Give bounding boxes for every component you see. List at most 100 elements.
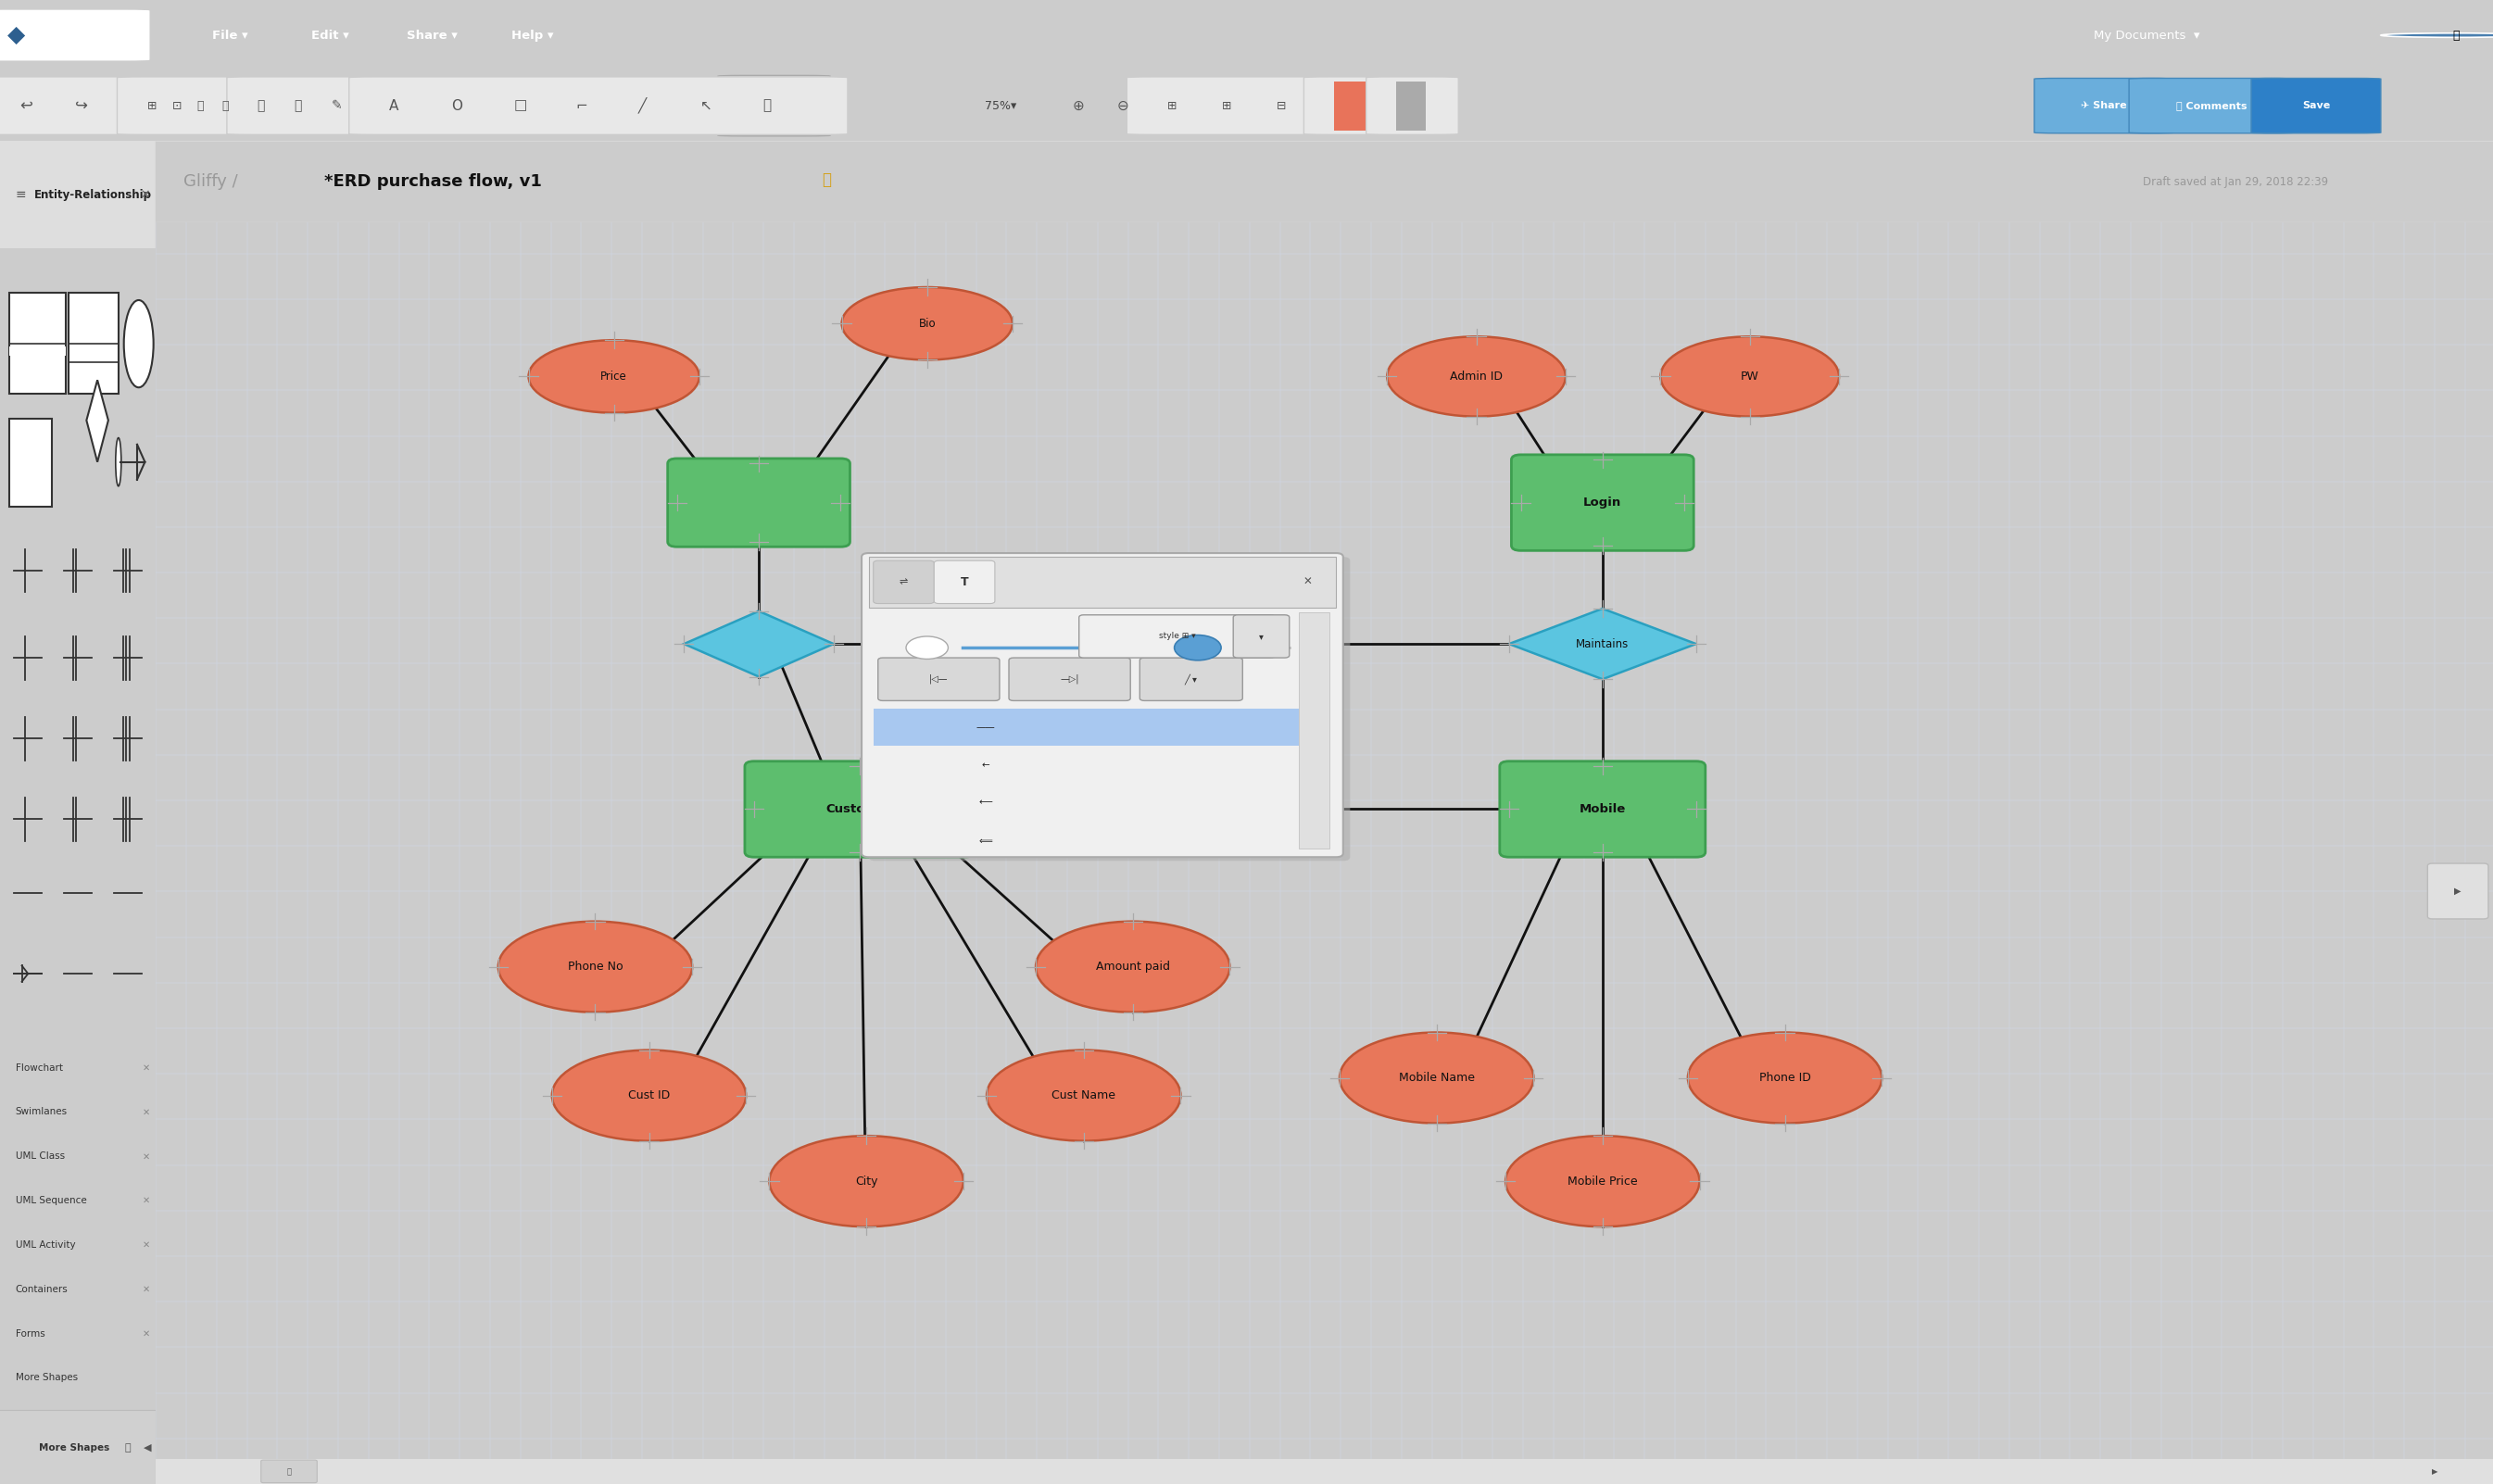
Text: More Shapes: More Shapes bbox=[15, 1373, 77, 1383]
Text: Entity-Relationship: Entity-Relationship bbox=[35, 188, 152, 200]
Text: ✎: ✎ bbox=[332, 99, 342, 113]
Text: Cust Name: Cust Name bbox=[1052, 1089, 1117, 1101]
Text: ╱: ╱ bbox=[638, 98, 646, 114]
Text: 75%▾: 75%▾ bbox=[985, 99, 1017, 111]
Bar bbox=[10, 292, 65, 393]
Text: Swimlanes: Swimlanes bbox=[15, 1107, 67, 1116]
FancyBboxPatch shape bbox=[227, 77, 394, 135]
Text: ⬛: ⬛ bbox=[125, 1442, 130, 1453]
Text: ⌐: ⌐ bbox=[576, 99, 588, 113]
FancyBboxPatch shape bbox=[873, 561, 935, 604]
Ellipse shape bbox=[987, 1051, 1182, 1141]
Circle shape bbox=[905, 637, 947, 659]
Polygon shape bbox=[87, 380, 107, 462]
Text: Mobile: Mobile bbox=[1578, 803, 1625, 815]
FancyBboxPatch shape bbox=[0, 77, 160, 135]
Text: ↪: ↪ bbox=[75, 98, 87, 114]
Text: UML Class: UML Class bbox=[15, 1152, 65, 1160]
Text: —▷|: —▷| bbox=[1060, 674, 1079, 684]
FancyBboxPatch shape bbox=[349, 77, 848, 135]
FancyBboxPatch shape bbox=[0, 10, 150, 61]
Text: ✕: ✕ bbox=[142, 1330, 150, 1339]
Text: ↖: ↖ bbox=[701, 99, 713, 113]
Text: ✕: ✕ bbox=[142, 1285, 150, 1294]
Text: ◆: ◆ bbox=[7, 24, 25, 46]
Text: Admin ID: Admin ID bbox=[1451, 371, 1503, 383]
Text: *ERD purchase flow, v1: *ERD purchase flow, v1 bbox=[324, 174, 541, 190]
Text: ↩: ↩ bbox=[20, 98, 32, 114]
Text: gliffy: gliffy bbox=[50, 27, 107, 45]
Ellipse shape bbox=[1688, 1033, 1882, 1123]
FancyBboxPatch shape bbox=[1304, 77, 1409, 135]
Text: Phone No: Phone No bbox=[568, 960, 623, 974]
Polygon shape bbox=[1112, 611, 1261, 677]
FancyBboxPatch shape bbox=[2251, 79, 2381, 134]
FancyBboxPatch shape bbox=[868, 556, 1351, 861]
Text: Phone ID: Phone ID bbox=[1760, 1071, 1810, 1083]
Bar bbox=[0, 141, 155, 248]
FancyBboxPatch shape bbox=[117, 77, 269, 135]
Text: 💬: 💬 bbox=[294, 99, 302, 113]
Ellipse shape bbox=[1035, 922, 1229, 1012]
FancyBboxPatch shape bbox=[878, 657, 1000, 700]
FancyBboxPatch shape bbox=[1366, 77, 1458, 135]
Text: ✕: ✕ bbox=[142, 1241, 150, 1250]
FancyBboxPatch shape bbox=[935, 561, 995, 604]
FancyBboxPatch shape bbox=[745, 761, 975, 858]
Text: Mobile Price: Mobile Price bbox=[1568, 1175, 1638, 1187]
FancyBboxPatch shape bbox=[668, 459, 850, 546]
Text: Share ▾: Share ▾ bbox=[406, 30, 456, 42]
Text: Cust ID: Cust ID bbox=[628, 1089, 671, 1101]
Text: My Documents  ▾: My Documents ▾ bbox=[2094, 30, 2201, 42]
Text: ✕: ✕ bbox=[142, 1063, 150, 1073]
Text: Gliffy /: Gliffy / bbox=[184, 174, 244, 190]
Text: City: City bbox=[855, 1175, 878, 1187]
FancyBboxPatch shape bbox=[2129, 79, 2294, 134]
Bar bbox=[10, 346, 65, 356]
Polygon shape bbox=[683, 611, 833, 677]
Text: Containers: Containers bbox=[15, 1285, 67, 1294]
Ellipse shape bbox=[1506, 1135, 1700, 1227]
Text: Draft saved at Jan 29, 2018 22:39: Draft saved at Jan 29, 2018 22:39 bbox=[2141, 175, 2328, 188]
Text: File ▾: File ▾ bbox=[212, 30, 247, 42]
Text: ⟸: ⟸ bbox=[980, 835, 992, 846]
Text: style ⊞ ▾: style ⊞ ▾ bbox=[1159, 632, 1197, 641]
Text: Mobile Name: Mobile Name bbox=[1399, 1071, 1473, 1083]
Text: ⊞: ⊞ bbox=[1222, 99, 1232, 111]
FancyBboxPatch shape bbox=[1234, 614, 1289, 657]
Text: ✕: ✕ bbox=[142, 1196, 150, 1205]
Text: O: O bbox=[451, 99, 461, 113]
Text: ✈ Share: ✈ Share bbox=[2082, 101, 2127, 110]
Text: ▶: ▶ bbox=[2431, 1468, 2438, 1475]
Ellipse shape bbox=[529, 340, 698, 413]
Text: ⬛: ⬛ bbox=[287, 1468, 292, 1475]
Text: Purchase: Purchase bbox=[1162, 803, 1212, 815]
Text: ⊡: ⊡ bbox=[172, 99, 182, 111]
Bar bbox=[155, 1459, 2493, 1484]
Text: ▶: ▶ bbox=[2456, 886, 2461, 896]
Polygon shape bbox=[1102, 773, 1271, 844]
FancyBboxPatch shape bbox=[1501, 761, 1705, 858]
Ellipse shape bbox=[1339, 1033, 1533, 1123]
FancyBboxPatch shape bbox=[2428, 864, 2488, 919]
Text: ⊞: ⊞ bbox=[147, 99, 157, 111]
Text: ⇌: ⇌ bbox=[900, 577, 907, 586]
Text: ≡: ≡ bbox=[15, 188, 27, 202]
Ellipse shape bbox=[1660, 337, 1840, 417]
Text: ⟵: ⟵ bbox=[980, 798, 992, 807]
Text: Price: Price bbox=[601, 371, 628, 383]
Ellipse shape bbox=[125, 300, 155, 387]
Bar bbox=[0, 1410, 155, 1484]
FancyBboxPatch shape bbox=[1079, 614, 1276, 657]
Text: |◁—: |◁— bbox=[930, 674, 947, 684]
Text: ✕: ✕ bbox=[142, 1107, 150, 1116]
Text: Help ▾: Help ▾ bbox=[511, 30, 553, 42]
Text: ⊟: ⊟ bbox=[1276, 99, 1286, 111]
Text: ✕: ✕ bbox=[140, 188, 150, 200]
Text: ⊖: ⊖ bbox=[1117, 99, 1129, 113]
Circle shape bbox=[2381, 33, 2493, 37]
Bar bbox=[873, 708, 1299, 746]
Text: 🔗: 🔗 bbox=[257, 99, 264, 113]
Text: ◀: ◀ bbox=[145, 1442, 152, 1453]
Text: Amount paid: Amount paid bbox=[1097, 960, 1169, 974]
